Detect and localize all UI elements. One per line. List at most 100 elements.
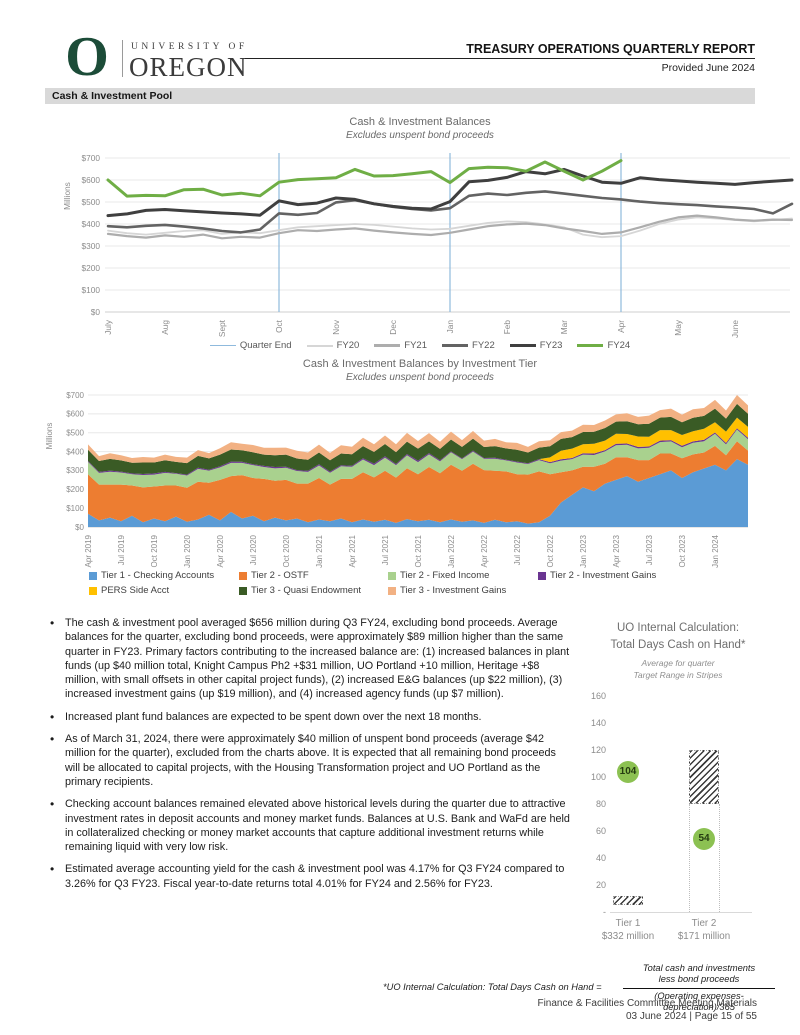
area-Tier 2 - OSTF — [88, 441, 748, 524]
x-tick-label: Jul 2020 — [249, 534, 258, 565]
y-axis-title: Millions — [62, 182, 72, 210]
legend-label: FY24 — [607, 340, 631, 351]
legend-swatch — [442, 344, 469, 347]
y-tick-label: 80 — [595, 799, 606, 809]
y-tick-label: $700 — [82, 153, 101, 163]
legend-swatch — [89, 586, 97, 595]
y-tick-label: $300 — [82, 241, 101, 251]
legend-swatch — [538, 571, 546, 580]
commentary-bullets: The cash & investment pool averaged $656… — [45, 616, 572, 899]
legend-label: Tier 1 - Checking Accounts — [101, 570, 215, 581]
y-tick-label: $200 — [82, 263, 101, 273]
legend-item: FY24 — [577, 340, 630, 351]
x-tick-label: Apr — [616, 320, 626, 333]
legend-item: Tier 1 - Checking Accounts — [89, 570, 214, 581]
x-tick-label: June — [730, 320, 740, 338]
y-tick-label: $100 — [82, 285, 101, 295]
y-tick-label: $400 — [82, 219, 101, 229]
x-tick-label: Jan 2024 — [711, 534, 720, 567]
legend-swatch — [239, 571, 247, 580]
y-tick-label: $700 — [66, 391, 84, 400]
footer-line1: Finance & Facilities Committee Meeting M… — [537, 998, 757, 1009]
value-marker: 104 — [617, 760, 639, 783]
series-FY23 — [106, 167, 794, 218]
legend-item: FY21 — [374, 340, 427, 351]
y-tick-label: $0 — [75, 523, 84, 532]
y-tick-label: $400 — [66, 447, 84, 456]
y-tick-label: 20 — [595, 880, 606, 890]
bullet-list: The cash & investment pool averaged $656… — [45, 616, 572, 891]
formula-numerator-line2: less bond proceeds — [658, 974, 740, 984]
bullet-item: As of March 31, 2024, there were approxi… — [45, 732, 572, 789]
uo-logo-o-icon: O — [65, 26, 109, 88]
y-tick-label: 120 — [590, 745, 606, 755]
x-tick-label: Apr 2022 — [480, 534, 489, 567]
legend-item: Tier 2 - OSTF — [239, 570, 309, 581]
y-tick-label: $500 — [82, 197, 101, 207]
footer-line2: 03 June 2024 | Page 15 of 55 — [625, 1011, 757, 1022]
legend-item: Tier 2 - Investment Gains — [538, 570, 656, 581]
legend-label: Tier 3 - Investment Gains — [400, 585, 507, 596]
legend-label: PERS Side Acct — [101, 585, 170, 596]
category-sublabel: $332 million — [601, 931, 655, 942]
series-FY24 — [106, 159, 623, 198]
category-label: Tier 2 — [691, 918, 717, 929]
area-chart-canvas: $0 $100 $200 $300 $400 $500 $600 $700 Millions Ap… — [45, 391, 748, 568]
tier-area-chart: Cash & Investment Balances by Investment… — [40, 358, 800, 608]
legend-label: Tier 2 - OSTF — [251, 570, 309, 581]
section-header-bar: Cash & Investment Pool — [45, 88, 755, 104]
legend-swatch — [306, 344, 333, 347]
x-tick-label: Jul 2021 — [381, 534, 390, 565]
x-tick-label: Feb — [502, 320, 512, 335]
legend-item: FY23 — [509, 340, 562, 351]
legend-item: Tier 2 - Fixed Income — [388, 570, 489, 581]
category-sublabel: $171 million — [677, 931, 731, 942]
x-tick-label: Oct 2022 — [546, 534, 555, 567]
report-title: TREASURY OPERATIONS QUARTERLY REPORT — [466, 42, 755, 56]
legend-item: Quarter End — [209, 340, 292, 351]
provided-date: Provided June 2024 — [661, 62, 755, 74]
y-tick-label: $600 — [66, 410, 84, 419]
y-tick-label: $100 — [66, 504, 84, 513]
y-tick-label: $0 — [91, 307, 101, 317]
bullet-item: Checking account balances remained eleva… — [45, 797, 572, 854]
x-tick-label: July — [103, 319, 113, 335]
series-FY21 — [106, 214, 794, 240]
y-tick-label: 140 — [590, 718, 606, 728]
range-guide-line — [719, 804, 720, 912]
x-tick-label: Oct 2021 — [414, 534, 423, 567]
legend-label: FY22 — [472, 340, 495, 351]
y-tick-label: $500 — [66, 429, 84, 438]
section-title: Cash & Investment Pool — [52, 90, 173, 102]
days-chart-subtitle-line1: Average for quarter — [641, 658, 715, 668]
range-guide-line — [689, 804, 690, 912]
x-tick-label: Apr 2023 — [612, 534, 621, 567]
bullet-item: The cash & investment pool averaged $656… — [45, 616, 572, 702]
legend-swatch — [239, 586, 247, 595]
x-axis-line — [610, 912, 752, 913]
days-chart-subtitle-line2: Target Range in Stripes — [633, 670, 723, 680]
y-axis-title: Millions — [45, 423, 54, 450]
chart-title: Cash & Investment Balances by Investment… — [302, 358, 538, 370]
area-Tier 3 - Quasi Endowment — [88, 403, 748, 475]
legend-swatch — [388, 571, 396, 580]
value-marker: 54 — [693, 828, 715, 851]
y-tick-label: 160 — [590, 691, 606, 701]
area-Tier 2 - Fixed Income — [88, 429, 748, 488]
fraction-bar — [623, 988, 775, 989]
x-tick-label: Sept — [217, 319, 227, 337]
x-tick-label: Dec — [388, 320, 398, 335]
y-tick-label: $300 — [66, 466, 84, 475]
line-chart-canvas: $0 $100 $200 $300 $400 $500 $600 $700 Millions Ju… — [62, 153, 794, 338]
y-tick-label: $200 — [66, 485, 84, 494]
y-tick-label: 100 — [590, 772, 606, 782]
days-cash-chart: UO Internal Calculation: Total Days Cash… — [578, 620, 778, 965]
x-tick-label: Jan — [445, 320, 455, 334]
legend-swatch — [89, 571, 97, 580]
x-tick-label: Jan 2020 — [183, 534, 192, 567]
x-tick-label: Apr 2021 — [348, 534, 357, 567]
x-tick-label: Oct 2020 — [282, 534, 291, 567]
legend-item: PERS Side Acct — [89, 585, 169, 596]
target-range-bar — [689, 750, 719, 804]
area-chart-legend: Tier 1 - Checking Accounts Tier 2 - OSTF T… — [40, 570, 800, 602]
